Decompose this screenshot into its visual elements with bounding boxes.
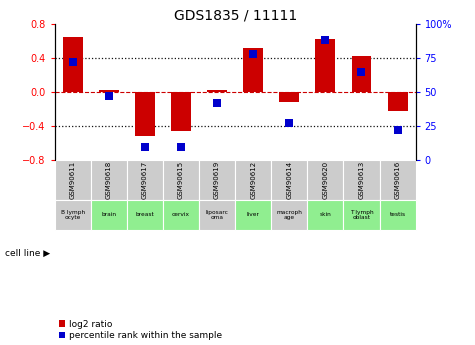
Bar xyxy=(55,200,91,229)
Text: brain: brain xyxy=(101,213,116,217)
Title: GDS1835 / 11111: GDS1835 / 11111 xyxy=(173,9,297,23)
Text: GSM90617: GSM90617 xyxy=(142,161,148,199)
Bar xyxy=(235,200,271,229)
Bar xyxy=(91,160,127,200)
Text: testis: testis xyxy=(390,213,406,217)
Text: skin: skin xyxy=(320,213,331,217)
Text: GSM90613: GSM90613 xyxy=(359,161,364,199)
Text: macroph
age: macroph age xyxy=(276,209,302,220)
Bar xyxy=(207,90,227,92)
Point xyxy=(105,93,113,99)
Bar xyxy=(163,200,199,229)
Text: GSM90620: GSM90620 xyxy=(323,161,328,199)
Bar xyxy=(55,160,91,200)
Text: B lymph
ocyte: B lymph ocyte xyxy=(61,209,85,220)
Point xyxy=(177,144,185,149)
Point xyxy=(394,128,401,133)
Point xyxy=(358,69,365,75)
Bar xyxy=(307,160,343,200)
Text: GSM90614: GSM90614 xyxy=(286,161,292,199)
Bar xyxy=(388,92,408,111)
Point xyxy=(141,144,149,149)
Text: GSM90616: GSM90616 xyxy=(395,161,400,199)
Bar xyxy=(380,200,416,229)
Text: GSM90612: GSM90612 xyxy=(250,161,256,199)
Text: GSM90618: GSM90618 xyxy=(106,161,112,199)
Bar xyxy=(135,92,155,136)
Point xyxy=(69,59,76,65)
Bar xyxy=(307,200,343,229)
Bar xyxy=(315,39,335,92)
Bar xyxy=(380,160,416,200)
Bar xyxy=(163,160,199,200)
Text: breast: breast xyxy=(135,213,154,217)
Text: GSM90615: GSM90615 xyxy=(178,161,184,199)
Point xyxy=(213,100,221,106)
Bar xyxy=(199,200,235,229)
Point xyxy=(249,51,257,57)
Bar xyxy=(243,48,263,92)
Bar xyxy=(271,200,307,229)
Text: liver: liver xyxy=(247,213,260,217)
Bar xyxy=(99,90,119,92)
Bar xyxy=(171,92,191,131)
Text: GSM90611: GSM90611 xyxy=(70,161,76,199)
Legend: log2 ratio, percentile rank within the sample: log2 ratio, percentile rank within the s… xyxy=(59,320,222,341)
Bar xyxy=(352,57,371,92)
Bar xyxy=(279,92,299,102)
Point xyxy=(322,38,329,43)
Bar xyxy=(127,160,163,200)
Text: GSM90619: GSM90619 xyxy=(214,161,220,199)
Bar xyxy=(127,200,163,229)
Bar xyxy=(91,200,127,229)
Bar xyxy=(343,200,380,229)
Bar xyxy=(199,160,235,200)
Text: liposarc
oma: liposarc oma xyxy=(206,209,228,220)
Bar xyxy=(343,160,380,200)
Text: cervix: cervix xyxy=(172,213,190,217)
Text: T lymph
oblast: T lymph oblast xyxy=(350,209,373,220)
Point xyxy=(285,121,293,126)
Bar xyxy=(63,37,83,92)
Text: cell line ▶: cell line ▶ xyxy=(5,249,50,258)
Bar xyxy=(271,160,307,200)
Bar xyxy=(235,160,271,200)
